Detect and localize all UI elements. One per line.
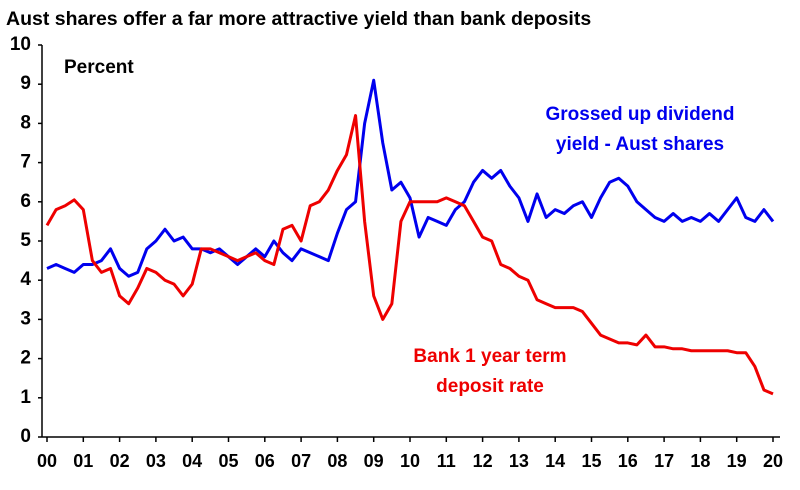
chart-title: Aust shares offer a far more attractive … [6, 8, 591, 30]
x-tick-label: 08 [327, 451, 347, 471]
y-tick-label: 3 [20, 308, 31, 329]
series-line [45, 114, 774, 396]
series-label: Grossed up dividend [546, 104, 735, 125]
x-tick-label: 03 [146, 451, 166, 471]
series-label: deposit rate [436, 376, 544, 397]
y-tick-label: 8 [20, 112, 31, 133]
x-tick-label: 19 [727, 451, 747, 471]
x-tick-label: 17 [654, 451, 674, 471]
x-tick-label: 02 [110, 451, 130, 471]
x-tick-label: 18 [690, 451, 710, 471]
x-tick-label: 09 [364, 451, 384, 471]
x-tick-label: 00 [37, 451, 57, 471]
x-tick-label: 12 [473, 451, 493, 471]
x-tick-label: 06 [255, 451, 275, 471]
x-tick-label: 14 [545, 451, 565, 471]
x-tick-label: 10 [400, 451, 420, 471]
y-tick-label: 5 [20, 230, 31, 251]
series-line [46, 78, 775, 278]
y-tick-label: 9 [20, 73, 31, 94]
y-tick-label: 0 [20, 426, 31, 447]
x-tick-label: 20 [763, 451, 783, 471]
x-tick-label: 07 [291, 451, 311, 471]
x-tick-label: 15 [581, 451, 601, 471]
x-tick-label: 04 [182, 451, 202, 471]
x-tick-label: 05 [218, 451, 238, 471]
x-tick-label: 01 [73, 451, 93, 471]
y-tick-label: 6 [20, 191, 31, 212]
series-label: yield - Aust shares [556, 134, 724, 155]
x-tick-label: 13 [509, 451, 529, 471]
y-axis-label: Percent [64, 57, 134, 78]
y-tick-label: 7 [20, 152, 31, 173]
series-label: Bank 1 year term [413, 346, 566, 367]
y-tick-label: 1 [20, 387, 31, 408]
x-tick-label: 16 [618, 451, 638, 471]
y-tick-label: 4 [20, 269, 31, 290]
x-tick-label: 11 [437, 451, 456, 471]
y-tick-label: 10 [10, 34, 31, 55]
y-tick-label: 2 [20, 348, 31, 369]
